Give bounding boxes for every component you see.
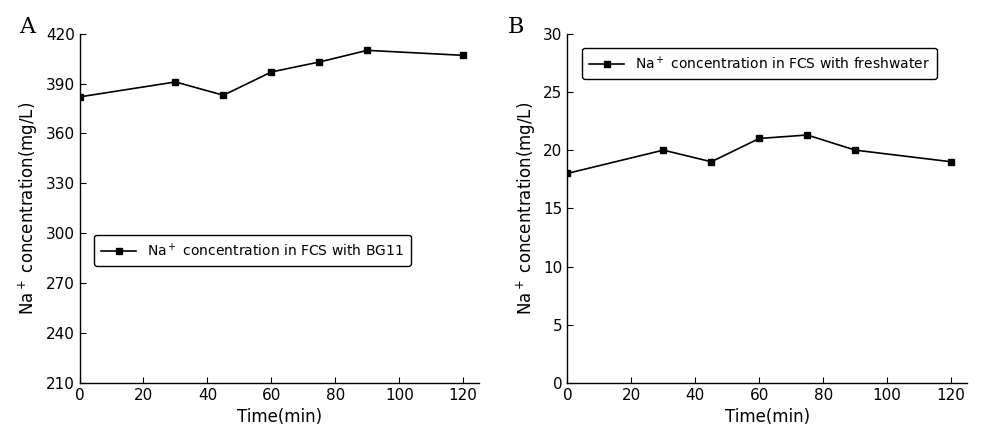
Y-axis label: Na$^+$ concentration(mg/L): Na$^+$ concentration(mg/L) [17, 102, 40, 315]
Line: Na$^+$ concentration in FCS with freshwater: Na$^+$ concentration in FCS with freshwa… [564, 132, 954, 176]
Text: B: B [507, 16, 524, 38]
Legend: Na$^+$ concentration in FCS with freshwater: Na$^+$ concentration in FCS with freshwa… [582, 48, 937, 79]
Na$^+$ concentration in FCS with BG11 [169, 79, 181, 85]
Y-axis label: Na$^+$ concentration(mg/L): Na$^+$ concentration(mg/L) [514, 102, 538, 315]
Line: Na$^+$ concentration in FCS with BG11: Na$^+$ concentration in FCS with BG11 [76, 47, 466, 100]
Na$^+$ concentration in FCS with freshwater [801, 132, 813, 138]
X-axis label: Time(min): Time(min) [725, 408, 810, 426]
Na$^+$ concentration in FCS with freshwater [849, 148, 861, 153]
Na$^+$ concentration in FCS with BG11 [265, 69, 277, 74]
Na$^+$ concentration in FCS with BG11 [217, 93, 229, 98]
Na$^+$ concentration in FCS with BG11 [457, 53, 469, 58]
Na$^+$ concentration in FCS with freshwater [561, 171, 573, 176]
Na$^+$ concentration in FCS with freshwater [753, 136, 765, 141]
Na$^+$ concentration in FCS with BG11 [74, 94, 86, 100]
Na$^+$ concentration in FCS with BG11 [361, 48, 373, 53]
Na$^+$ concentration in FCS with freshwater [945, 159, 957, 164]
Text: A: A [20, 16, 36, 38]
Legend: Na$^+$ concentration in FCS with BG11: Na$^+$ concentration in FCS with BG11 [94, 235, 411, 266]
X-axis label: Time(min): Time(min) [237, 408, 322, 426]
Na$^+$ concentration in FCS with BG11 [313, 59, 325, 65]
Na$^+$ concentration in FCS with freshwater [705, 159, 717, 164]
Na$^+$ concentration in FCS with freshwater [657, 148, 669, 153]
